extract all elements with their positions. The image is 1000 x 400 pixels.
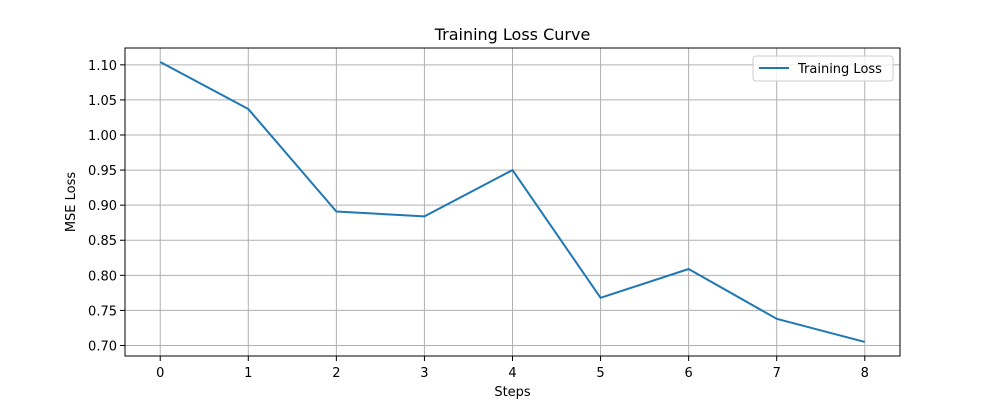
- ticks: 0 1 2 3 4 5 6 7 8 0.70 0.75 0.80 0.85 0.90 0.95 1.00 1.0…: [88, 59, 869, 381]
- y-tick-label: 1.00: [88, 129, 117, 144]
- legend-label: Training Loss: [797, 62, 882, 77]
- x-tick-label: 0: [156, 366, 164, 381]
- y-tick-label: 0.75: [88, 304, 117, 319]
- y-tick-label: 1.05: [88, 94, 117, 109]
- x-tick-label: 2: [332, 366, 340, 381]
- y-axis-label: MSE Loss: [64, 172, 79, 233]
- legend: Training Loss: [752, 55, 894, 82]
- y-tick-label: 0.80: [88, 269, 117, 284]
- x-axis-label: Steps: [494, 385, 531, 400]
- x-tick-label: 6: [684, 366, 692, 381]
- chart-title: Training Loss Curve: [434, 25, 591, 44]
- grid: [125, 48, 900, 356]
- y-tick-label: 0.85: [88, 234, 117, 249]
- x-tick-label: 5: [596, 366, 604, 381]
- y-tick-label: 0.95: [88, 164, 117, 179]
- x-tick-label: 3: [420, 366, 428, 381]
- series-layer: [159, 61, 866, 343]
- y-tick-label: 0.90: [88, 199, 117, 214]
- x-tick-label: 7: [773, 366, 781, 381]
- x-tick-label: 1: [244, 366, 252, 381]
- legend-box: [752, 55, 894, 82]
- y-tick-label: 0.70: [88, 339, 117, 354]
- x-tick-label: 4: [508, 366, 516, 381]
- x-tick-label: 8: [861, 366, 869, 381]
- y-tick-label: 1.10: [88, 59, 117, 74]
